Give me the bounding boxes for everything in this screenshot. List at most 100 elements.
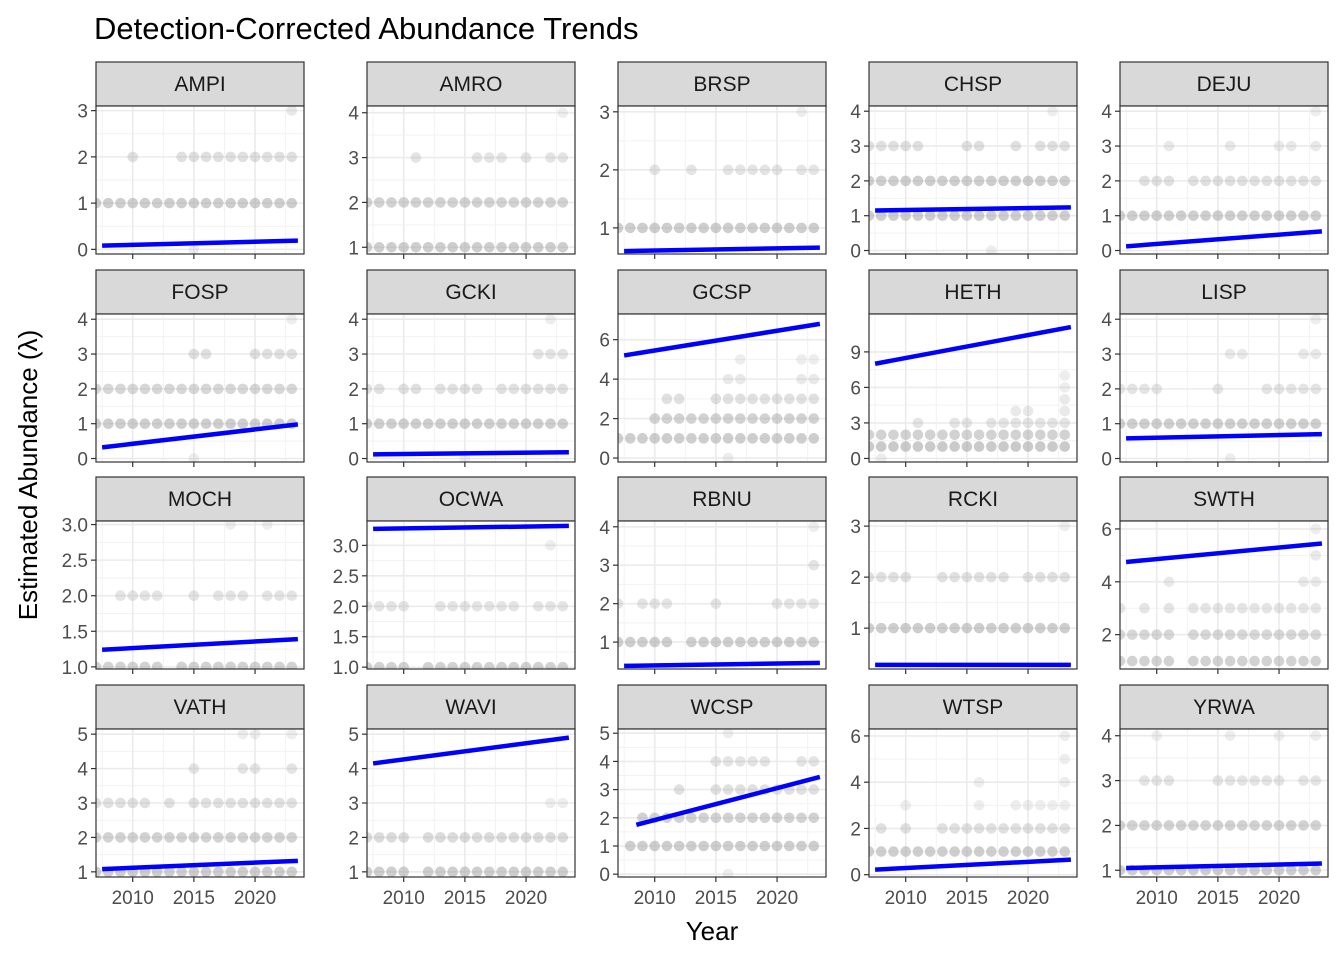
data-point [496, 197, 507, 208]
data-point [912, 622, 924, 634]
data-point [367, 866, 373, 877]
data-point [937, 175, 948, 187]
data-point [274, 151, 285, 163]
data-point [710, 636, 722, 648]
x-tick-label: 2020 [234, 888, 276, 909]
data-point [520, 866, 532, 877]
trend-line [373, 449, 569, 457]
panel-deju: DEJU 0 1 2 3 4 [1101, 61, 1329, 263]
data-point [557, 797, 569, 809]
data-point [747, 636, 758, 648]
data-point [1047, 175, 1058, 187]
data-point [722, 452, 734, 462]
data-point [771, 164, 783, 176]
panel-border [1119, 313, 1329, 463]
data-point [532, 418, 544, 429]
data-point [759, 393, 771, 405]
panel-fosp: FOSP 0 1 2 3 4 [77, 269, 305, 471]
data-point [869, 429, 875, 441]
y-tick-label: 1.5 [62, 622, 88, 643]
y-tick-label: 2 [1101, 626, 1112, 647]
data-point [618, 433, 624, 444]
data-point [1212, 602, 1224, 614]
data-point [1188, 820, 1199, 831]
data-point [1285, 629, 1297, 640]
y-tick-label: 2 [348, 380, 359, 401]
data-point [1298, 602, 1309, 614]
data-point [649, 598, 661, 609]
data-point [1237, 820, 1248, 831]
data-point [1261, 383, 1273, 395]
data-point [783, 840, 795, 852]
data-point [367, 383, 373, 395]
data-point [496, 866, 507, 877]
trend-line [1126, 431, 1322, 441]
data-point [973, 175, 985, 187]
data-point [459, 661, 471, 669]
y-tick-label: 2 [1101, 816, 1112, 837]
data-point [796, 164, 807, 176]
strip-background [95, 476, 305, 522]
data-point [459, 241, 471, 253]
y-tick-label: 4 [1101, 573, 1112, 594]
y-tick-label: 3 [850, 517, 861, 538]
data-point [949, 622, 960, 634]
data-point [875, 429, 887, 441]
data-point [1010, 429, 1022, 441]
data-point [1059, 776, 1071, 788]
data-point [557, 418, 569, 429]
data-point [924, 846, 936, 857]
data-point [422, 241, 434, 253]
x-axis-title: Year [686, 916, 739, 946]
data-point [986, 823, 997, 834]
y-tick-label: 1 [599, 837, 610, 858]
data-point [1059, 405, 1071, 417]
data-point [912, 140, 924, 152]
strip-label: GCKI [445, 281, 496, 304]
data-point [900, 800, 912, 811]
data-point [900, 571, 912, 583]
data-point [447, 866, 458, 877]
trend-line [875, 857, 1071, 872]
data-point [649, 222, 661, 234]
data-point [1163, 602, 1175, 614]
y-tick-label: 2 [599, 809, 610, 830]
data-point [1022, 175, 1034, 187]
trend-line [372, 735, 570, 766]
data-point [1175, 418, 1187, 429]
data-point [1034, 571, 1046, 583]
data-point [808, 433, 820, 444]
data-point [888, 175, 899, 187]
y-tick-label: 2 [599, 595, 610, 616]
data-point [1310, 775, 1322, 786]
data-point [710, 433, 722, 444]
data-point [722, 840, 734, 852]
data-point [225, 151, 236, 163]
y-tick-label: 5 [599, 724, 610, 745]
data-point [102, 383, 114, 395]
data-point [484, 661, 495, 669]
data-point [532, 241, 544, 253]
data-point [435, 383, 446, 395]
data-point [557, 152, 569, 163]
data-point [618, 636, 624, 648]
data-point [1010, 800, 1022, 811]
y-tick-label: 3 [599, 781, 610, 802]
data-point [398, 197, 410, 208]
data-point [1022, 429, 1034, 441]
data-point [796, 106, 807, 118]
data-point [1224, 175, 1236, 187]
data-point [225, 866, 236, 877]
data-point [986, 622, 997, 634]
strip-background [617, 269, 827, 315]
data-point [1298, 820, 1309, 831]
y-tick-label: 1 [348, 415, 359, 436]
trend-line [1125, 541, 1323, 565]
data-point [1059, 140, 1071, 152]
plot-area [1120, 106, 1328, 254]
panel-gcki: GCKI 0 1 2 3 4 [348, 269, 576, 471]
y-tick-label: 0 [850, 449, 861, 470]
y-tick-label: 3 [77, 794, 88, 815]
data-point [973, 776, 985, 788]
strip-background [366, 684, 576, 730]
